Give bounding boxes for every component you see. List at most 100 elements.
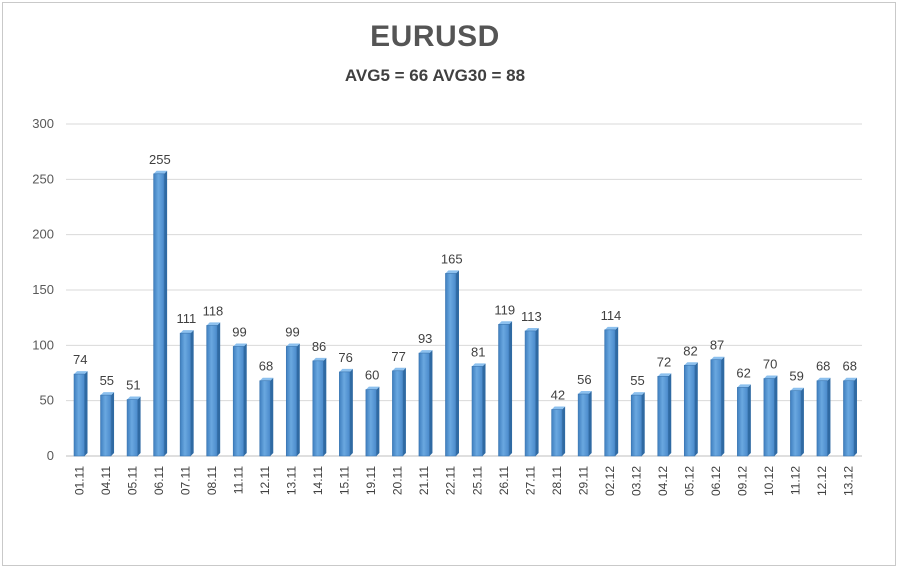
bar	[524, 330, 536, 457]
bar-top	[286, 343, 300, 347]
x-tick-label: 22.11	[444, 466, 458, 495]
data-label: 60	[365, 368, 379, 383]
bar-side	[323, 357, 327, 456]
x-tick-label: 03.12	[629, 466, 643, 496]
x-tick-label: 06.11	[152, 466, 166, 495]
x-tick-label: 26.11	[497, 466, 511, 495]
bar-top	[498, 321, 513, 325]
data-label: 93	[418, 331, 432, 346]
data-label: 59	[789, 369, 803, 384]
bar	[498, 324, 510, 457]
bar-top	[233, 343, 247, 347]
x-tick-label: 05.11	[125, 466, 139, 495]
bar-top	[392, 367, 406, 371]
y-tick-label: 50	[40, 393, 54, 408]
bar-side	[190, 330, 194, 456]
data-label: 119	[494, 302, 515, 317]
bar	[763, 378, 775, 457]
bar-side	[270, 377, 274, 456]
bar-side	[111, 392, 115, 456]
bar-side	[615, 326, 619, 456]
chart-title: EURUSD	[370, 20, 500, 53]
bar	[365, 389, 377, 457]
x-tick-label: 15.11	[338, 466, 352, 495]
x-tick-label: 08.11	[205, 466, 219, 495]
data-label: 55	[630, 373, 644, 388]
x-tick-label: 06.12	[709, 466, 723, 496]
x-tick-label: 01.11	[72, 466, 86, 495]
data-label: 82	[683, 343, 697, 358]
data-label: 99	[232, 324, 246, 339]
bar	[312, 360, 324, 457]
data-label: 99	[285, 324, 299, 339]
bar	[683, 364, 696, 457]
bar-side	[853, 377, 857, 456]
bar-top	[843, 377, 857, 381]
bar-side	[455, 270, 459, 456]
y-tick-label: 0	[47, 448, 54, 463]
y-tick-label: 150	[32, 282, 54, 297]
bar	[339, 371, 351, 457]
bar-top	[525, 327, 539, 331]
bar	[445, 273, 457, 457]
x-tick-label: 20.11	[391, 466, 405, 495]
bar-top	[365, 386, 380, 390]
data-label: 70	[763, 357, 777, 372]
y-tick-label: 250	[32, 171, 54, 186]
data-label: 55	[100, 373, 114, 388]
bar-top	[816, 377, 831, 381]
bar-side	[641, 392, 645, 456]
y-axis-tick-labels: 0 50 100 150 200 250 300	[32, 116, 54, 463]
x-tick-label: 04.11	[99, 466, 113, 495]
bar-top	[551, 406, 566, 410]
y-tick-label: 100	[32, 337, 54, 352]
x-tick-label: 25.11	[470, 466, 484, 495]
bar-side	[217, 322, 221, 456]
bar	[551, 409, 563, 457]
bar	[816, 380, 828, 457]
bar-side	[721, 356, 725, 456]
x-tick-label: 13.12	[842, 466, 856, 496]
bar-side	[243, 343, 247, 456]
data-label: 114	[601, 308, 622, 323]
data-label: 86	[312, 339, 326, 354]
bar-side	[164, 170, 168, 457]
bar-side	[296, 343, 300, 456]
bar-top	[710, 356, 725, 360]
bar-top	[578, 391, 592, 395]
y-tick-label: 200	[32, 227, 54, 242]
data-labels: 74 55 51 255 111 118 99 68 99 86 76 60 77 93 165 81 119 1…	[73, 152, 857, 403]
bar	[710, 359, 722, 457]
bar-top	[206, 322, 221, 326]
bar-side	[84, 371, 88, 456]
bar-top	[684, 362, 698, 366]
bar	[471, 366, 483, 457]
data-label: 68	[816, 359, 830, 374]
bar	[577, 393, 589, 457]
bar-side	[588, 391, 592, 456]
data-label: 113	[521, 309, 542, 324]
y-tick-label: 300	[32, 116, 54, 131]
bars	[73, 170, 857, 457]
bar	[126, 399, 138, 457]
x-axis-tick-labels: 01.11 04.11 05.11 06.11 07.11 08.11 11.11 12.11…	[72, 466, 855, 496]
bar-side	[774, 375, 778, 456]
bar-top	[737, 384, 751, 388]
bar	[790, 390, 802, 457]
x-tick-label: 27.11	[523, 466, 537, 495]
bar	[392, 370, 404, 457]
bar-top	[180, 330, 194, 334]
data-label: 51	[126, 378, 140, 393]
data-label: 165	[441, 251, 463, 266]
data-label: 56	[577, 372, 591, 387]
data-label: 72	[657, 354, 671, 369]
bar-top	[100, 392, 115, 396]
bar-top	[604, 326, 619, 330]
bar-top	[445, 270, 459, 274]
x-tick-label: 10.12	[762, 466, 776, 496]
bar-top	[657, 373, 672, 377]
bar-top	[418, 350, 433, 354]
bar-top	[339, 368, 353, 372]
bar	[153, 173, 165, 457]
